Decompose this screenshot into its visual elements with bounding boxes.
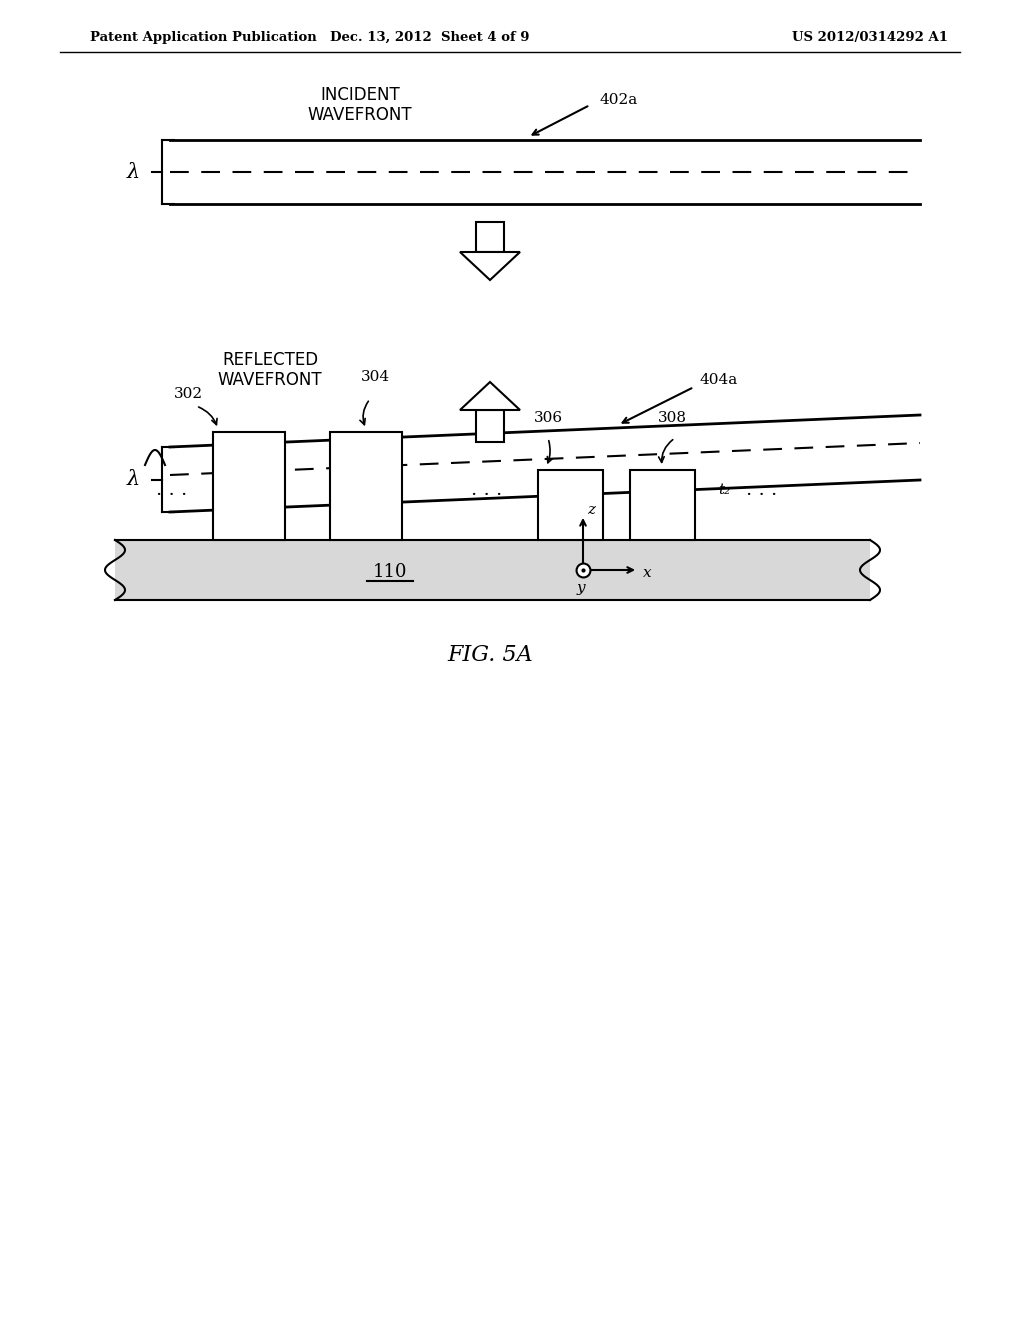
- Text: INCIDENT
WAVEFRONT: INCIDENT WAVEFRONT: [307, 86, 413, 124]
- Text: 308: 308: [657, 411, 686, 425]
- Bar: [476, 411, 504, 442]
- Text: 110: 110: [373, 564, 408, 581]
- Text: λ: λ: [126, 470, 139, 488]
- Polygon shape: [115, 540, 870, 601]
- Text: x: x: [643, 566, 651, 579]
- Bar: [330, 432, 402, 540]
- Text: 304: 304: [360, 370, 389, 384]
- Text: . . .: . . .: [746, 480, 777, 499]
- Text: FIG. 5A: FIG. 5A: [447, 644, 532, 667]
- Text: λ: λ: [126, 162, 139, 181]
- Text: US 2012/0314292 A1: US 2012/0314292 A1: [792, 30, 948, 44]
- Bar: [538, 470, 603, 540]
- Text: Dec. 13, 2012  Sheet 4 of 9: Dec. 13, 2012 Sheet 4 of 9: [331, 30, 529, 44]
- Text: Patent Application Publication: Patent Application Publication: [90, 30, 316, 44]
- Text: 402a: 402a: [600, 92, 638, 107]
- Bar: [630, 470, 695, 540]
- Text: t₂: t₂: [718, 483, 730, 498]
- Polygon shape: [460, 252, 520, 280]
- Text: 306: 306: [534, 411, 562, 425]
- Polygon shape: [460, 381, 520, 411]
- Text: . . .: . . .: [157, 480, 187, 499]
- Text: 404a: 404a: [700, 374, 738, 387]
- Text: 302: 302: [173, 387, 203, 401]
- Text: . . .: . . .: [471, 480, 503, 499]
- Text: y: y: [577, 581, 586, 595]
- Bar: [476, 222, 504, 252]
- Text: REFLECTED
WAVEFRONT: REFLECTED WAVEFRONT: [218, 351, 323, 389]
- Text: z: z: [587, 503, 595, 517]
- Bar: [213, 432, 285, 540]
